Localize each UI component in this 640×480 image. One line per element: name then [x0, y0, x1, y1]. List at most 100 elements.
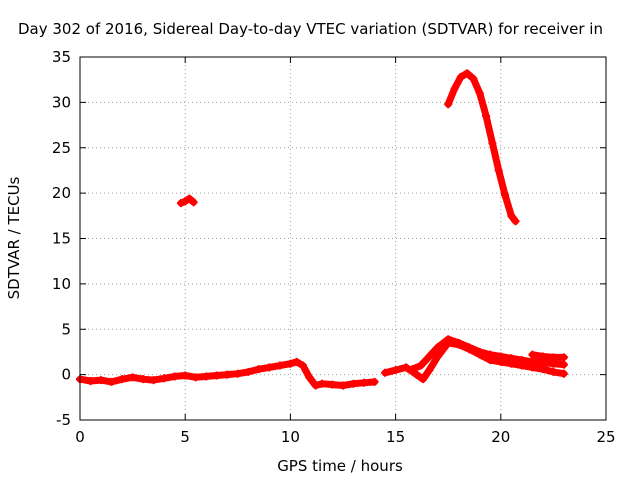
data-point-marker — [538, 352, 547, 361]
data-point-marker — [469, 74, 478, 83]
data-point-marker — [202, 372, 211, 381]
data-point-marker — [191, 373, 200, 382]
data-point-marker — [170, 372, 179, 381]
data-series — [176, 194, 198, 208]
data-point-marker — [370, 377, 379, 386]
x-tick-label: 20 — [491, 428, 510, 446]
data-point-marker — [416, 361, 425, 370]
data-point-marker — [212, 371, 221, 380]
data-point-marker — [463, 69, 472, 78]
data-point-marker — [402, 363, 411, 372]
data-point-marker — [486, 350, 495, 359]
data-point-marker — [223, 370, 232, 379]
y-axis-label: SDTVAR / TECUs — [5, 176, 23, 299]
series-band — [408, 335, 568, 373]
data-point-marker — [181, 197, 190, 206]
data-point-marker — [292, 357, 301, 366]
x-tick-label: 25 — [596, 428, 615, 446]
data-point-marker — [433, 343, 442, 352]
data-point-marker — [181, 371, 190, 380]
x-tick-label: 10 — [281, 428, 300, 446]
data-point-marker — [501, 190, 510, 199]
data-point-marker — [454, 338, 463, 347]
data-point-marker — [176, 199, 185, 208]
x-axis-label: GPS time / hours — [277, 457, 403, 475]
data-point-marker — [412, 370, 421, 379]
x-tick-label: 0 — [75, 428, 85, 446]
y-tick-label: 30 — [52, 93, 71, 111]
y-tick-label: 20 — [52, 184, 71, 202]
data-series — [528, 350, 568, 362]
y-tick-label: -5 — [56, 411, 71, 429]
data-point-marker — [360, 378, 369, 387]
y-tick-label: 25 — [52, 139, 71, 157]
data-point-marker — [86, 376, 95, 385]
data-series — [408, 335, 568, 374]
data-point-marker — [265, 363, 274, 372]
y-tick-label: 5 — [61, 320, 71, 338]
data-point-marker — [549, 353, 558, 362]
data-point-marker — [517, 356, 526, 365]
data-point-marker — [128, 373, 137, 382]
data-point-marker — [425, 366, 434, 375]
data-point-marker — [559, 369, 568, 378]
data-point-marker — [465, 343, 474, 352]
data-point-marker — [189, 198, 198, 207]
data-point-marker — [339, 381, 347, 390]
data-point-marker — [391, 366, 400, 375]
x-tick-label: 15 — [386, 428, 405, 446]
data-point-marker — [275, 361, 284, 370]
data-point-marker — [488, 139, 497, 148]
grid-lines — [80, 57, 606, 420]
data-point-marker — [317, 379, 326, 388]
data-point-marker — [433, 352, 442, 361]
data-point-marker — [244, 367, 253, 376]
data-point-marker — [254, 365, 263, 374]
data-point-marker — [507, 354, 516, 363]
data-series — [76, 357, 379, 390]
y-tick-label: 0 — [61, 366, 71, 384]
y-tick-label: 15 — [52, 230, 71, 248]
y-tick-label: 10 — [52, 275, 71, 293]
data-point-marker — [349, 379, 358, 388]
data-point-marker — [233, 369, 242, 378]
data-point-marker — [450, 84, 459, 93]
data-point-marker — [444, 335, 453, 344]
data-point-marker — [97, 376, 106, 385]
series-band — [528, 351, 568, 361]
data-point-marker — [418, 375, 427, 384]
data-point-marker — [305, 373, 314, 382]
data-point-marker — [139, 375, 148, 384]
data-point-marker — [559, 353, 568, 362]
data-point-marker — [160, 374, 169, 383]
data-point-marker — [528, 350, 537, 359]
x-tick-label: 5 — [180, 428, 190, 446]
data-point-marker — [299, 361, 308, 370]
data-series — [444, 69, 520, 226]
data-point-marker — [475, 347, 484, 356]
data-point-marker — [549, 367, 558, 376]
data-point-marker — [328, 380, 337, 389]
chart-title: Day 302 of 2016, Sidereal Day-to-day VTE… — [18, 20, 603, 38]
data-point-marker — [494, 166, 503, 175]
data-points — [76, 69, 568, 390]
data-point-marker — [118, 375, 127, 384]
data-point-marker — [408, 365, 417, 374]
series-band — [444, 69, 519, 225]
data-point-marker — [107, 377, 116, 386]
data-point-marker — [381, 368, 390, 377]
data-point-marker — [507, 211, 516, 220]
data-point-marker — [496, 352, 505, 361]
data-point-marker — [425, 352, 434, 361]
data-point-marker — [185, 194, 194, 203]
data-point-marker — [311, 381, 320, 390]
data-point-marker — [475, 89, 484, 98]
data-point-marker — [149, 376, 158, 385]
data-point-marker — [286, 359, 295, 368]
y-tick-label: 35 — [52, 48, 71, 66]
data-point-marker — [482, 111, 491, 120]
data-point-marker — [528, 357, 537, 366]
data-point-marker — [456, 72, 465, 81]
